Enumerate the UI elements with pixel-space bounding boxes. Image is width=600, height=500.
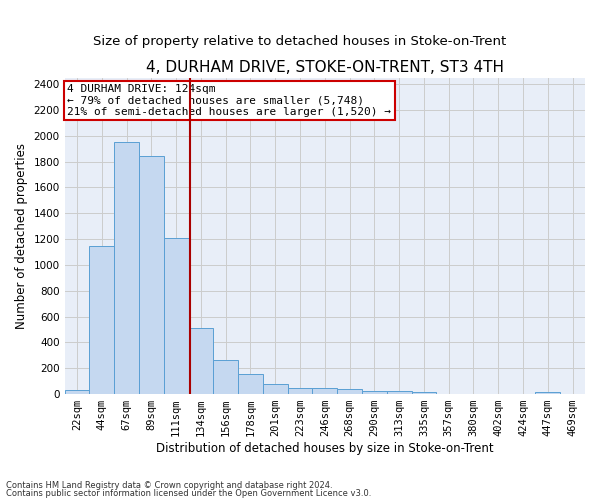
Bar: [313, 388, 337, 394]
Bar: [263, 384, 287, 394]
Text: 4 DURHAM DRIVE: 124sqm
← 79% of detached houses are smaller (5,748)
21% of semi-: 4 DURHAM DRIVE: 124sqm ← 79% of detached…: [67, 84, 391, 117]
Bar: [238, 374, 263, 394]
Bar: [214, 360, 238, 394]
X-axis label: Distribution of detached houses by size in Stoke-on-Trent: Distribution of detached houses by size …: [156, 442, 494, 455]
Y-axis label: Number of detached properties: Number of detached properties: [15, 143, 28, 329]
Bar: [337, 389, 362, 394]
Bar: [164, 238, 188, 394]
Text: Contains public sector information licensed under the Open Government Licence v3: Contains public sector information licen…: [6, 488, 371, 498]
Bar: [287, 388, 313, 394]
Bar: [65, 390, 89, 394]
Bar: [114, 142, 139, 394]
Text: Size of property relative to detached houses in Stoke-on-Trent: Size of property relative to detached ho…: [94, 35, 506, 48]
Bar: [387, 392, 412, 394]
Bar: [535, 392, 560, 394]
Text: Contains HM Land Registry data © Crown copyright and database right 2024.: Contains HM Land Registry data © Crown c…: [6, 481, 332, 490]
Bar: [89, 246, 114, 394]
Bar: [362, 391, 387, 394]
Bar: [412, 392, 436, 394]
Bar: [188, 328, 214, 394]
Bar: [139, 156, 164, 394]
Title: 4, DURHAM DRIVE, STOKE-ON-TRENT, ST3 4TH: 4, DURHAM DRIVE, STOKE-ON-TRENT, ST3 4TH: [146, 60, 504, 75]
